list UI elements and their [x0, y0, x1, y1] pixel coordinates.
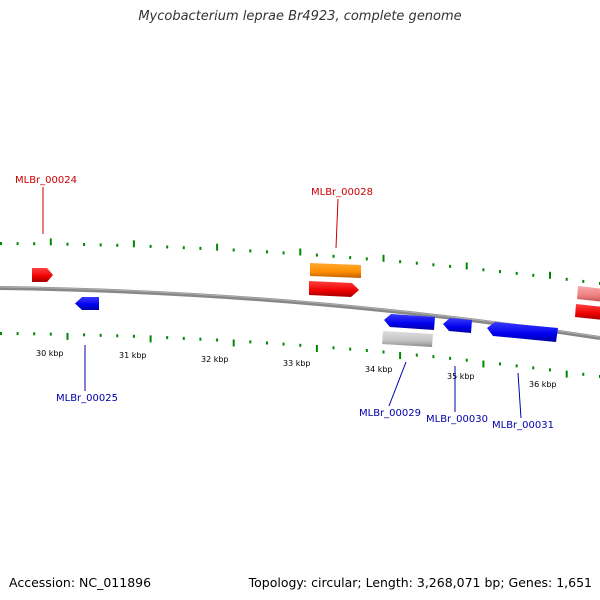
gene-MLBr_00024[interactable] — [32, 268, 53, 282]
gene-MLBr_00030[interactable] — [443, 318, 472, 333]
gene-label-MLBr_00029[interactable]: MLBr_00029 — [359, 408, 421, 419]
gene-label-MLBr_00025[interactable]: MLBr_00025 — [56, 393, 118, 404]
scale-label-30kbp: 30 kbp — [36, 349, 64, 358]
label-leaders — [42, 187, 522, 419]
lower-tick-row — [0, 332, 600, 378]
gene-label-MLBr_00030[interactable]: MLBr_00030 — [426, 414, 488, 425]
pseudogene-feature[interactable] — [382, 331, 433, 347]
scale-label-32kbp: 32 kbp — [201, 355, 229, 364]
scale-labels: 30 kbp 31 kbp 32 kbp 33 kbp 34 kbp 35 kb… — [36, 349, 557, 389]
scale-label-36kbp: 36 kbp — [529, 380, 557, 389]
leader-MLBr_00031 — [517, 372, 522, 419]
gene-forward-edge[interactable] — [575, 304, 600, 320]
leader-MLBr_00028 — [335, 198, 339, 249]
scale-label-35kbp: 35 kbp — [447, 372, 475, 381]
map-title: Mycobacterium leprae Br4923, complete ge… — [138, 9, 462, 24]
scale-label-31kbp: 31 kbp — [119, 351, 147, 360]
rna-feature[interactable] — [310, 263, 361, 278]
upper-tick-row — [0, 238, 600, 285]
gene-MLBr_00029[interactable] — [384, 314, 435, 330]
gene-label-MLBr_00031[interactable]: MLBr_00031 — [492, 420, 554, 431]
gene-MLBr_00025[interactable] — [75, 297, 99, 310]
scale-label-34kbp: 34 kbp — [365, 365, 393, 374]
gene-MLBr_00028[interactable] — [309, 281, 359, 297]
gene-labels: MLBr_00024 MLBr_00028 MLBr_00025 MLBr_00… — [15, 175, 554, 431]
gene-label-MLBr_00028[interactable]: MLBr_00028 — [311, 187, 373, 198]
scale-label-33kbp: 33 kbp — [283, 359, 311, 368]
gene-label-MLBr_00024[interactable]: MLBr_00024 — [15, 175, 77, 186]
gene-MLBr_00031[interactable] — [487, 322, 558, 342]
accession-text: Accession: NC_011896 — [9, 575, 152, 590]
leader-MLBr_00029 — [388, 361, 407, 407]
gene-faded-forward[interactable] — [577, 286, 600, 302]
genome-summary-text: Topology: circular; Length: 3,268,071 bp… — [248, 575, 592, 590]
